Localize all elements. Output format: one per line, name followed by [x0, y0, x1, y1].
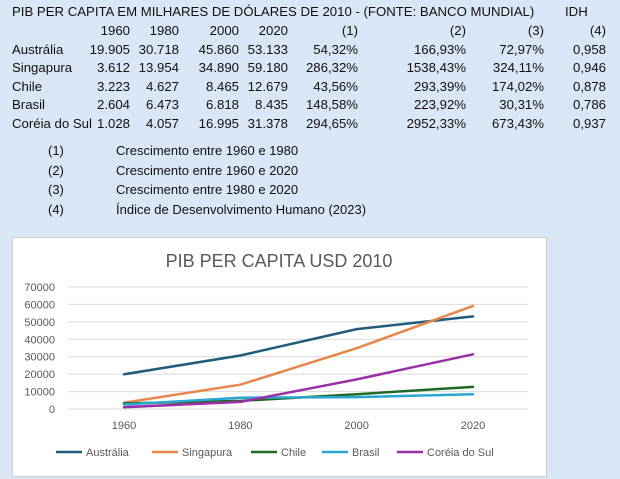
legend-label: Austrália [86, 447, 130, 459]
table-cell: 673,43% [491, 115, 544, 131]
y-tick-label: 60000 [24, 299, 55, 311]
table-cell: 3.223 [96, 78, 130, 94]
x-tick-label: 2020 [461, 420, 485, 432]
y-tick-label: 20000 [24, 369, 55, 381]
series-line [122, 393, 475, 406]
country-name: Brasil [12, 97, 45, 112]
table-cell: 294,65% [305, 115, 358, 131]
table-cell: 19.905 [89, 41, 130, 57]
legend-label: Coréia do Sul [427, 447, 494, 459]
table-row: Austrália 19.905 30.718 45.860 53.133 54… [12, 42, 614, 61]
column-header-growth-1: (1) [341, 23, 358, 38]
idh-header: IDH [565, 4, 588, 19]
table-cell: 1538,43% [406, 60, 466, 75]
column-header-2000: 2000 [209, 23, 239, 38]
legend-label: Chile [281, 447, 306, 459]
table-cell: 223,92% [413, 97, 466, 112]
table-cell: 12.679 [247, 78, 288, 94]
table-cell: 286,32% [305, 60, 358, 75]
chart-container: PIB PER CAPITA USD 2010 0 10000 20000 30000 4… [12, 237, 547, 477]
country-name: Coréia do Sul [12, 115, 92, 131]
table-row: Brasil 2.604 6.473 6.818 8.435 148,58% 2… [12, 97, 614, 116]
table-cell: 0,878 [572, 78, 606, 94]
table-cell: 45.860 [198, 41, 239, 57]
table-cell: 72,97% [499, 41, 544, 57]
column-header-2020: 2020 [258, 23, 288, 38]
note-text: Crescimento entre 1980 e 2020 [116, 182, 299, 197]
note-number: (4) [48, 201, 64, 217]
table-cell: 16.995 [198, 115, 239, 131]
note-text: Crescimento entre 1960 e 2020 [116, 162, 299, 178]
line-chart: PIB PER CAPITA USD 2010 0 10000 20000 30000 4… [24, 251, 528, 459]
table-cell: 6.818 [205, 97, 239, 112]
country-name: Chile [12, 78, 43, 94]
y-tick-label: 10000 [24, 387, 55, 399]
series-line [122, 353, 475, 409]
table-cell: 30.718 [138, 41, 179, 57]
chart-title: PIB PER CAPITA USD 2010 [166, 251, 393, 271]
table-cell: 30,31% [499, 97, 544, 112]
table-cell: 0,937 [572, 115, 606, 131]
table-cell: 1.028 [96, 115, 130, 131]
table-cell: 148,58% [305, 97, 358, 112]
table-cell: 2.604 [96, 97, 130, 112]
table-cell: 0,786 [572, 97, 606, 112]
table-title: PIB PER CAPITA EM MILHARES DE DÓLARES DE… [12, 4, 535, 19]
table-row: Coréia do Sul 1.028 4.057 16.995 31.378 … [12, 116, 614, 135]
column-header-growth-2: (2) [449, 23, 466, 38]
table-cell: 8.435 [254, 97, 288, 112]
table-cell: 166,93% [413, 41, 466, 57]
table-cell: 293,39% [413, 78, 466, 94]
table-cell: 4.627 [145, 78, 179, 94]
table-cell: 34.890 [198, 60, 239, 75]
note-number: (1) [48, 143, 64, 158]
column-header-1980: 1980 [149, 23, 179, 38]
country-name: Singapura [12, 60, 73, 75]
note-text: Índice de Desenvolvimento Humano (2023) [116, 201, 367, 217]
country-name: Austrália [12, 41, 64, 57]
table-cell: 53.133 [247, 41, 288, 57]
table-cell: 4.057 [145, 115, 179, 131]
table-cell: 6.473 [145, 97, 179, 112]
legend-label: Singapura [182, 447, 233, 459]
table-cell: 59.180 [247, 60, 288, 75]
y-tick-label: 30000 [24, 352, 55, 364]
table-cell: 0,946 [572, 60, 606, 75]
table-cell: 3.612 [96, 60, 130, 75]
series-line [122, 304, 475, 404]
column-header-growth-3: (3) [527, 23, 544, 38]
note-number: (2) [48, 162, 64, 178]
table-cell: 324,11% [492, 60, 544, 75]
y-tick-label: 50000 [24, 317, 55, 329]
table-cell: 174,02% [491, 78, 544, 94]
table-cell: 8.465 [205, 78, 239, 94]
note-text: Crescimento entre 1960 e 1980 [116, 143, 299, 158]
column-header-idh: (4) [589, 23, 606, 38]
x-tick-label: 1960 [112, 420, 136, 432]
y-tick-label: 0 [49, 404, 55, 416]
note-number: (3) [48, 182, 64, 197]
table-cell: 54,32% [313, 41, 358, 57]
table-cell: 13.954 [138, 60, 179, 75]
legend-label: Brasil [352, 447, 380, 459]
column-header-1960: 1960 [100, 23, 130, 38]
table-cell: 2952,33% [406, 115, 466, 131]
table-header-row: 1960 1980 2000 2020 (1) (2) (3) (4) [12, 23, 614, 42]
table-cell: 43,56% [313, 78, 358, 94]
x-tick-label: 1980 [228, 420, 252, 432]
data-table: 1960 1980 2000 2020 (1) (2) (3) (4) Aust… [12, 23, 614, 134]
table-row: Chile 3.223 4.627 8.465 12.679 43,56% 29… [12, 79, 614, 98]
y-tick-label: 70000 [24, 282, 55, 294]
x-tick-label: 2000 [344, 420, 368, 432]
series-line [122, 315, 475, 376]
table-cell: 31.378 [247, 115, 288, 131]
table-cell: 0,958 [572, 41, 606, 57]
table-row: Singapura 3.612 13.954 34.890 59.180 286… [12, 60, 614, 79]
y-tick-label: 40000 [24, 334, 55, 346]
